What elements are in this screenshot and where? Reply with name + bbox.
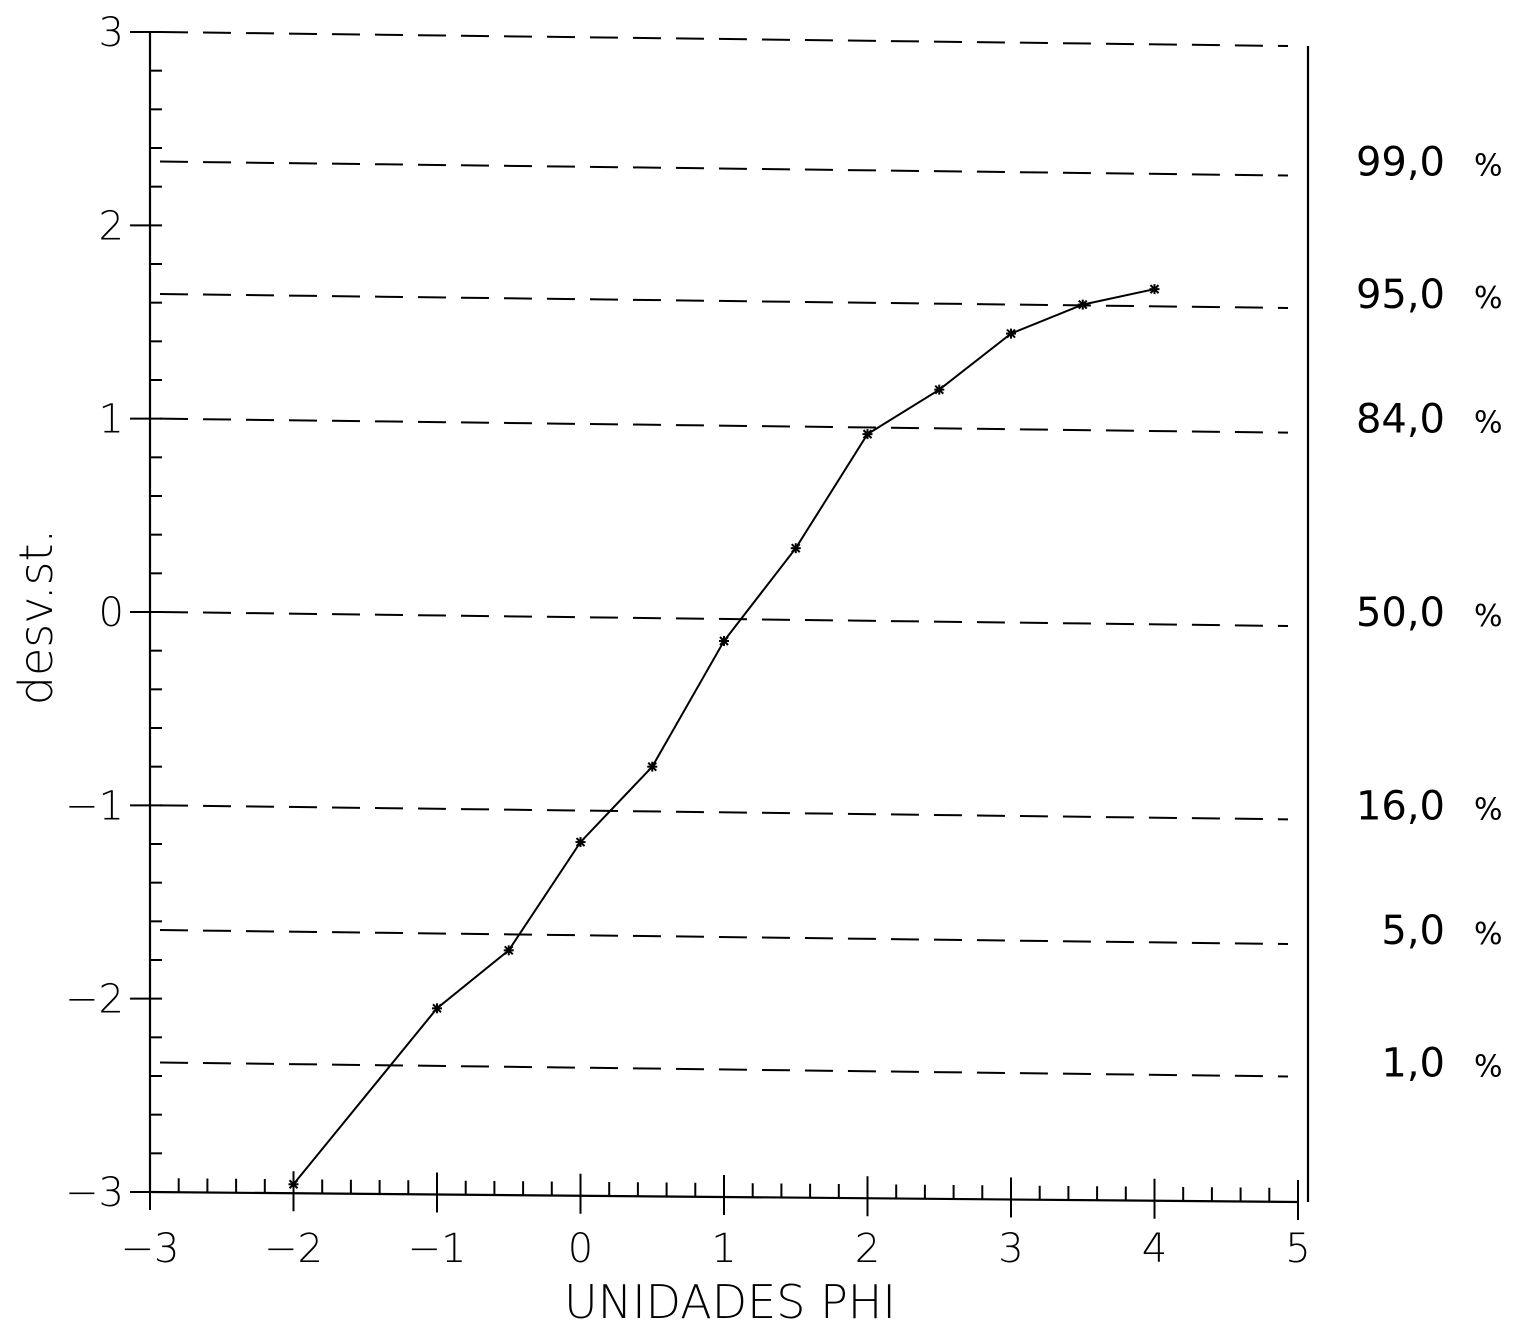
marker-stroke: [862, 429, 873, 439]
percent-symbol: %: [1474, 599, 1503, 634]
data-point: [575, 837, 586, 848]
y-axis-title: desv.st.: [9, 529, 63, 705]
percent-symbol: %: [1474, 917, 1503, 952]
marker-stroke: [647, 761, 657, 772]
x-tick-label: 1: [711, 1226, 736, 1272]
series-line: [292, 288, 1155, 1185]
data-point: [719, 636, 729, 646]
marker-stroke: [719, 636, 729, 646]
y-tick-label: −1: [65, 783, 124, 829]
grid-line: [159, 160, 1289, 177]
data-point: [1149, 284, 1160, 295]
marker-stroke: [288, 1179, 299, 1189]
marker-stroke: [791, 543, 801, 553]
percent-labels: 99,0 % 95,0 % 84,0 % 50,0 % 16,0 % 5,0 % 1,0%: [1356, 140, 1503, 1087]
x-tick-label: 5: [1285, 1226, 1310, 1272]
data-point: [1006, 328, 1016, 339]
data-point: [1077, 299, 1088, 310]
y-tick-label: −3: [65, 1170, 124, 1216]
axis-ticks: [130, 31, 1299, 1220]
grid-line: [159, 292, 1289, 309]
marker-stroke: [1006, 328, 1016, 339]
percent-symbol: %: [1474, 406, 1503, 441]
grid-line: [159, 1061, 1289, 1078]
data-series: [288, 284, 1160, 1190]
marker-stroke: [1078, 299, 1088, 310]
percent-label: 5,0: [1381, 908, 1445, 954]
marker-stroke: [575, 837, 586, 847]
axes: [148, 32, 1310, 1204]
x-tick-label: 4: [1142, 1226, 1167, 1272]
x-tick-label: −2: [264, 1226, 323, 1272]
data-point: [790, 543, 801, 554]
percent-label: 99,0: [1356, 140, 1445, 186]
tick-labels: −3 −2 −1 0 1 2 3 −3 −2 −1 0 1 2 3 4 5: [65, 10, 1311, 1272]
data-point: [862, 429, 873, 440]
grid-lines: [159, 31, 1289, 1078]
y-tick-label: 1: [99, 397, 124, 443]
percent-symbol: %: [1474, 149, 1503, 184]
percent-symbol: %: [1474, 1049, 1503, 1084]
marker-stroke: [934, 384, 944, 395]
data-point: [288, 1179, 299, 1190]
y-tick-label: 2: [99, 203, 124, 249]
x-tick-label: 2: [855, 1226, 880, 1272]
data-point: [432, 1003, 442, 1014]
percent-label: 84,0: [1356, 397, 1445, 443]
percent-label: 95,0: [1356, 272, 1445, 318]
x-axis-title: UNIDADES PHI: [564, 1275, 896, 1329]
percent-symbol: %: [1474, 281, 1503, 316]
y-tick-label: 0: [99, 590, 124, 636]
marker-stroke: [1149, 284, 1160, 294]
percent-label: 50,0: [1356, 590, 1445, 636]
x-tick-label: −3: [121, 1226, 180, 1272]
data-point: [934, 384, 945, 395]
percent-symbol: %: [1474, 792, 1503, 827]
y-tick-label: 3: [99, 10, 124, 56]
x-tick-label: 0: [568, 1226, 593, 1272]
marker-stroke: [504, 945, 514, 956]
x-tick-label: 3: [998, 1226, 1023, 1272]
data-point: [647, 761, 658, 772]
x-tick-label: −1: [408, 1226, 467, 1272]
grid-line: [159, 929, 1289, 946]
percent-label: 1,0: [1381, 1040, 1445, 1086]
grid-line: [159, 417, 1289, 434]
grid-line: [159, 804, 1289, 821]
percent-label: 16,0: [1356, 783, 1445, 829]
grid-line: [159, 31, 1289, 47]
grid-line: [159, 611, 1289, 627]
data-point: [503, 945, 514, 956]
marker-stroke: [432, 1003, 442, 1014]
y-tick-label: −2: [65, 977, 124, 1023]
